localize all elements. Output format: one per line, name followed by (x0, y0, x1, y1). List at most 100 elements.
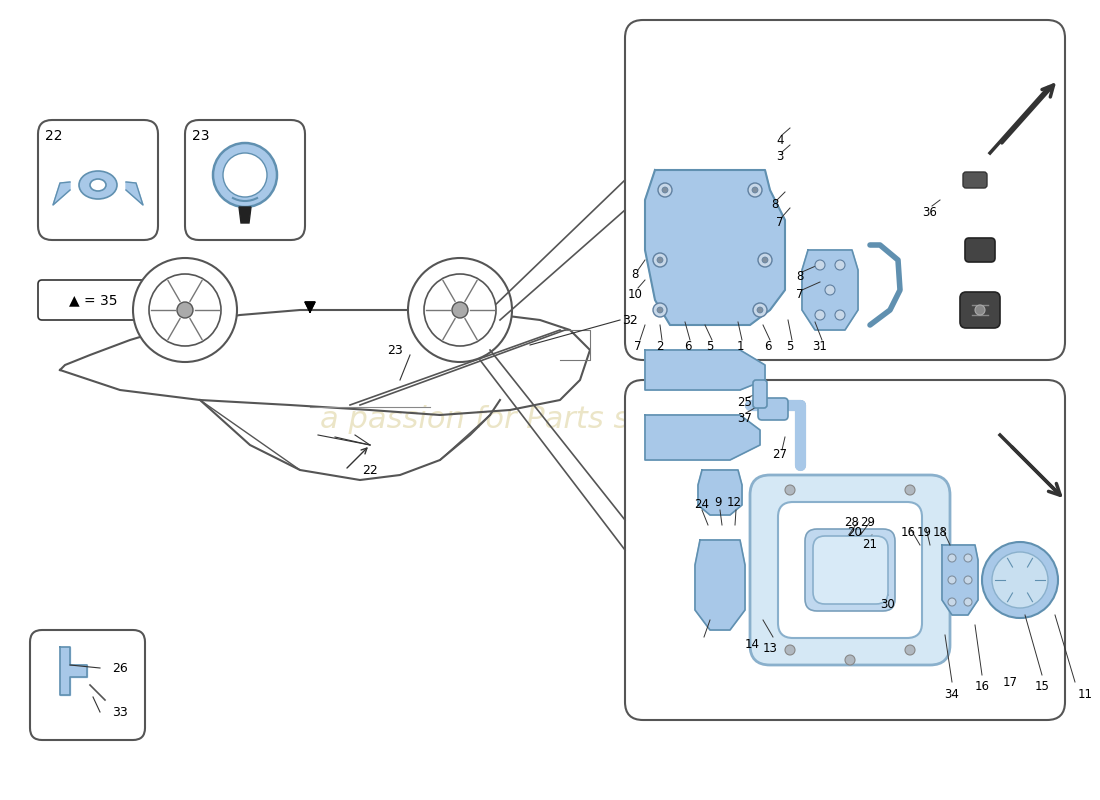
FancyBboxPatch shape (960, 292, 1000, 328)
Text: 31: 31 (813, 341, 827, 354)
Text: 15: 15 (1035, 681, 1049, 694)
Circle shape (905, 485, 915, 495)
Circle shape (758, 253, 772, 267)
Text: 1: 1 (736, 341, 744, 354)
Circle shape (452, 302, 468, 318)
Text: 30: 30 (881, 598, 895, 611)
Circle shape (948, 576, 956, 584)
Text: 9: 9 (714, 497, 722, 510)
Text: 8: 8 (631, 269, 639, 282)
Circle shape (408, 258, 512, 362)
Circle shape (845, 655, 855, 665)
Text: 22: 22 (45, 129, 63, 143)
Circle shape (815, 310, 825, 320)
Text: 21: 21 (862, 538, 878, 551)
Circle shape (748, 183, 762, 197)
FancyBboxPatch shape (625, 20, 1065, 360)
Polygon shape (305, 302, 315, 312)
Circle shape (424, 274, 496, 346)
Circle shape (213, 143, 277, 207)
Text: 16: 16 (901, 526, 915, 538)
Polygon shape (53, 182, 70, 205)
Text: 3: 3 (777, 150, 783, 163)
Polygon shape (802, 250, 858, 330)
Text: 13: 13 (762, 642, 778, 654)
Circle shape (785, 645, 795, 655)
Text: 37: 37 (738, 411, 752, 425)
Text: ▲ = 35: ▲ = 35 (68, 293, 118, 307)
Circle shape (948, 554, 956, 562)
Circle shape (964, 554, 972, 562)
Circle shape (964, 598, 972, 606)
Text: 16: 16 (975, 681, 990, 694)
Circle shape (657, 257, 663, 263)
FancyBboxPatch shape (813, 536, 888, 604)
Circle shape (815, 260, 825, 270)
FancyBboxPatch shape (625, 380, 1065, 720)
Text: 24: 24 (694, 498, 710, 511)
Circle shape (835, 310, 845, 320)
Polygon shape (695, 540, 745, 630)
Circle shape (785, 485, 795, 495)
Text: 11: 11 (1078, 689, 1092, 702)
Text: 19: 19 (916, 526, 932, 538)
Text: 4: 4 (777, 134, 783, 146)
Polygon shape (126, 182, 143, 205)
FancyBboxPatch shape (754, 380, 767, 408)
Text: 12: 12 (726, 497, 741, 510)
Circle shape (148, 274, 221, 346)
Text: 29: 29 (860, 517, 876, 530)
Text: 18: 18 (933, 526, 947, 538)
Text: 5: 5 (706, 341, 714, 354)
Text: 28: 28 (845, 517, 859, 530)
FancyBboxPatch shape (962, 172, 987, 188)
Text: 23: 23 (387, 343, 403, 357)
Text: 23: 23 (192, 129, 210, 143)
Circle shape (133, 258, 236, 362)
Circle shape (658, 183, 672, 197)
Circle shape (223, 153, 267, 197)
Text: 8: 8 (796, 270, 804, 283)
Ellipse shape (90, 179, 106, 191)
Circle shape (762, 257, 768, 263)
Text: 7: 7 (777, 217, 783, 230)
Polygon shape (239, 207, 251, 223)
Circle shape (752, 187, 758, 193)
FancyBboxPatch shape (185, 120, 305, 240)
Circle shape (992, 552, 1048, 608)
FancyBboxPatch shape (750, 475, 950, 665)
Text: 6: 6 (684, 341, 692, 354)
Text: 34: 34 (945, 689, 959, 702)
Polygon shape (942, 545, 978, 615)
Text: 6: 6 (764, 341, 772, 354)
Circle shape (975, 305, 984, 315)
Text: 26: 26 (112, 662, 128, 674)
FancyBboxPatch shape (965, 238, 996, 262)
Text: 25: 25 (738, 395, 752, 409)
Circle shape (905, 645, 915, 655)
Text: 36: 36 (923, 206, 937, 218)
Circle shape (964, 576, 972, 584)
Circle shape (825, 285, 835, 295)
Polygon shape (698, 470, 742, 515)
Text: 20: 20 (848, 526, 862, 538)
Circle shape (177, 302, 192, 318)
Text: 2: 2 (657, 341, 663, 354)
Text: 32: 32 (623, 314, 638, 326)
Circle shape (948, 598, 956, 606)
Text: 27: 27 (772, 449, 788, 462)
Polygon shape (645, 170, 785, 325)
Circle shape (835, 260, 845, 270)
Circle shape (757, 307, 763, 313)
Circle shape (653, 253, 667, 267)
Polygon shape (645, 350, 764, 390)
Text: a passion for Parts since 1986: a passion for Parts since 1986 (320, 406, 780, 434)
Text: 8: 8 (771, 198, 779, 210)
Text: 7: 7 (635, 341, 641, 354)
Circle shape (662, 187, 668, 193)
FancyBboxPatch shape (39, 280, 148, 320)
Circle shape (982, 542, 1058, 618)
Circle shape (657, 307, 663, 313)
Text: 14: 14 (745, 638, 759, 651)
Text: 10: 10 (628, 289, 642, 302)
